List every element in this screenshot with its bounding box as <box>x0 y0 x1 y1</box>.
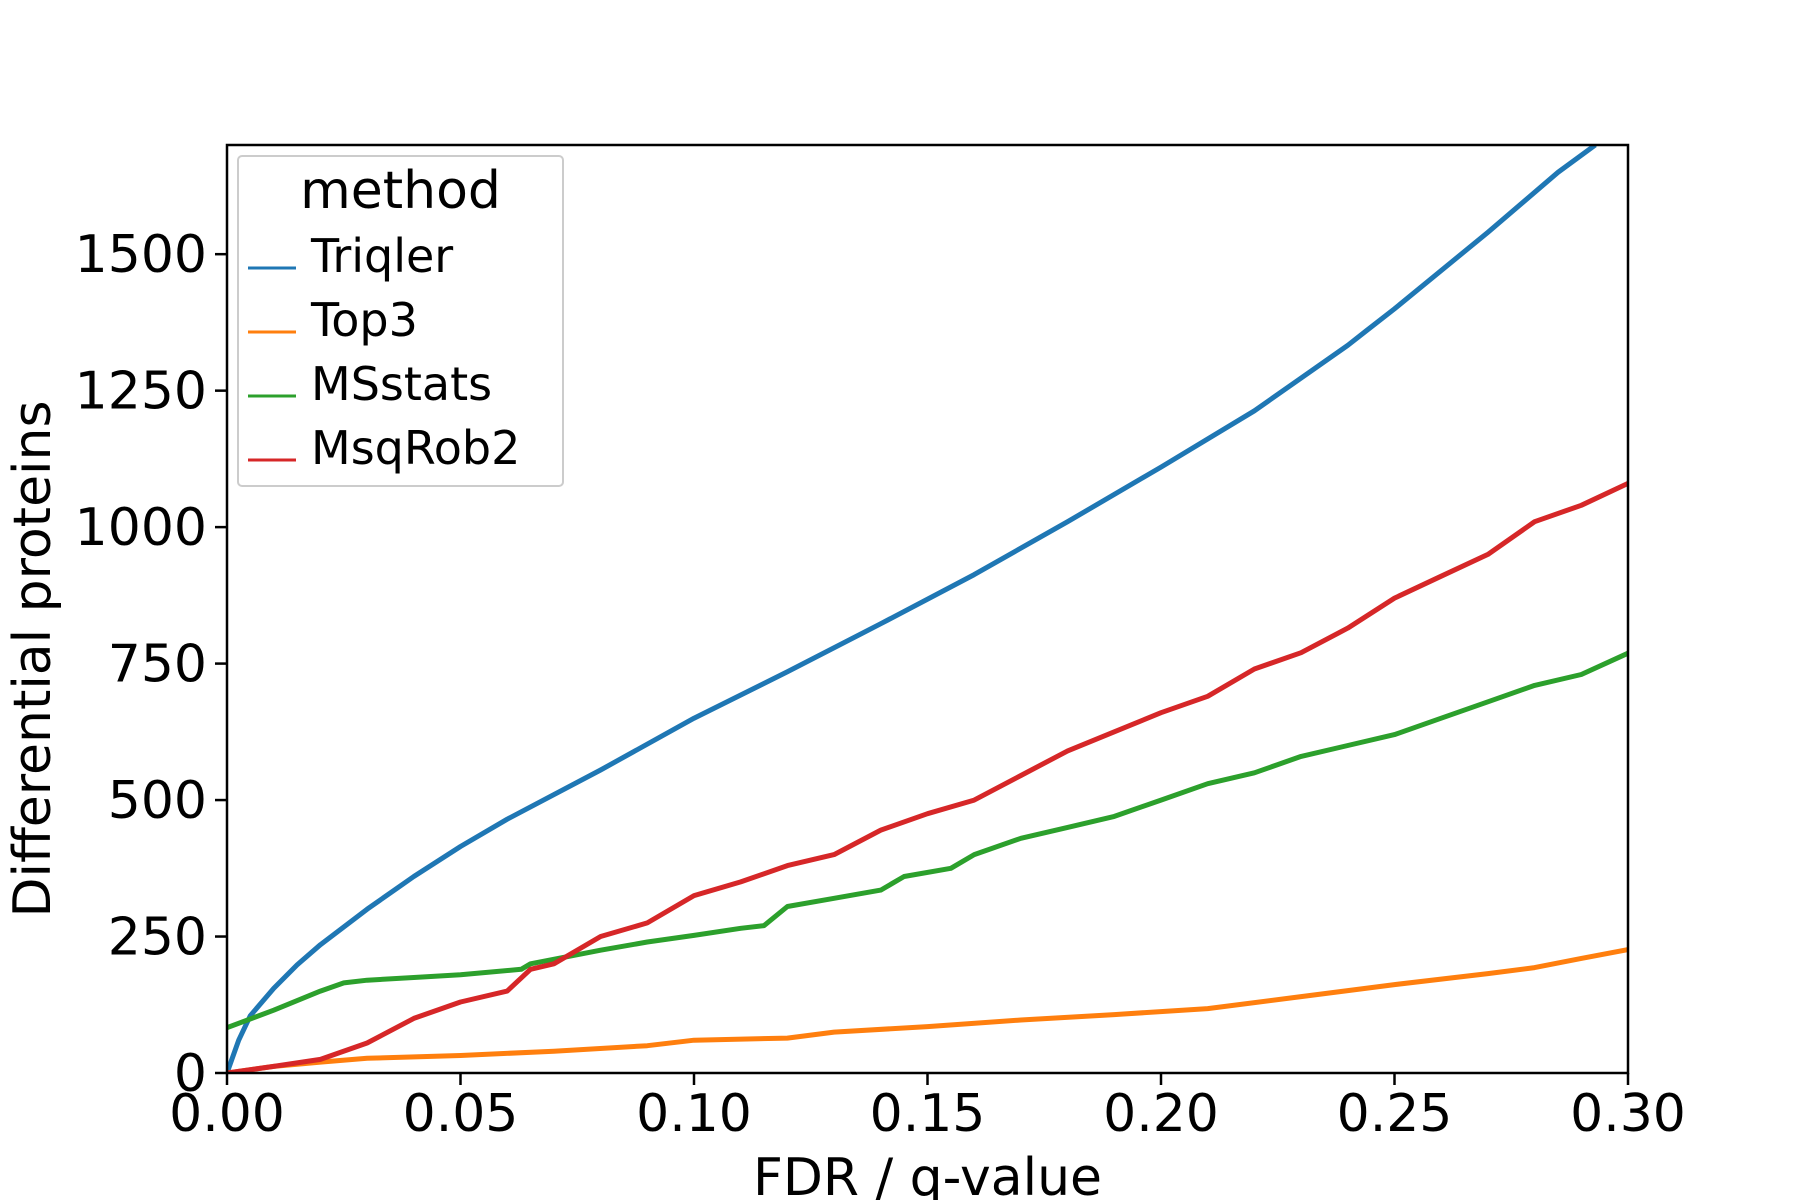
x-tick-label: 0.15 <box>870 1084 986 1144</box>
series-line-top3 <box>227 947 1628 1073</box>
series-line-msqrob2 <box>227 481 1628 1073</box>
legend-label-msstats: MSstats <box>311 357 492 411</box>
x-tick-label: 0.25 <box>1337 1084 1453 1144</box>
x-axis-ticks: 0.00 0.05 0.10 0.15 0.20 0.25 0.30 <box>169 1073 1686 1144</box>
legend-box <box>237 155 564 487</box>
x-tick-label: 0.00 <box>169 1084 285 1144</box>
x-tick-label: 0.05 <box>403 1084 519 1144</box>
series-line-msstats <box>227 650 1628 1031</box>
y-axis-label: Differential proteins <box>3 400 63 917</box>
x-tick-label: 0.20 <box>1103 1084 1219 1144</box>
y-axis-ticks: 0 250 500 750 1000 1250 1500 <box>75 225 227 1104</box>
legend-items: Triqler Top3 MSstats MsqRob2 <box>248 229 520 475</box>
y-tick-label: 1250 <box>75 362 207 422</box>
y-tick-label: 250 <box>108 908 207 968</box>
legend: method Triqler Top3 MSstats MsqRob2 <box>237 155 564 487</box>
x-tick-label: 0.10 <box>636 1084 752 1144</box>
y-tick-label: 1500 <box>75 225 207 285</box>
x-axis-label: FDR / q-value <box>753 1148 1102 1200</box>
legend-title: method <box>300 161 501 221</box>
y-tick-label: 750 <box>108 635 207 695</box>
y-tick-label: 500 <box>108 771 207 831</box>
legend-label-msqrob2: MsqRob2 <box>311 421 520 475</box>
plot-lines <box>227 145 1628 1073</box>
legend-label-top3: Top3 <box>310 293 418 347</box>
x-tick-label: 0.30 <box>1570 1084 1686 1144</box>
y-tick-label: 1000 <box>75 498 207 558</box>
y-tick-label: 0 <box>174 1044 207 1104</box>
legend-label-triqler: Triqler <box>310 229 453 283</box>
series-line-triqler <box>227 145 1597 1073</box>
